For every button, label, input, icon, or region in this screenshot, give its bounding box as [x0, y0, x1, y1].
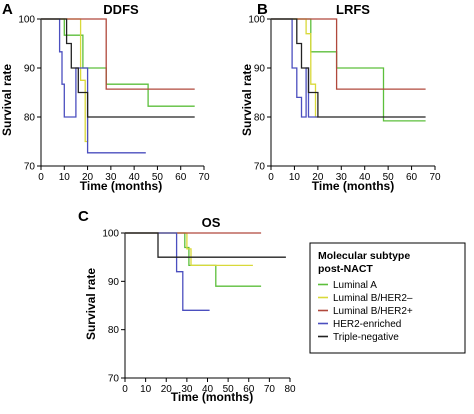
x-tick-label: 40	[359, 172, 371, 183]
y-axis-title: Survival rate	[84, 268, 98, 340]
series-triple-negative	[271, 18, 426, 118]
legend-box	[309, 242, 466, 354]
panel-lrfs: B LRFS Survival rate Time (months) 70 80 9…	[240, 1, 441, 193]
series-luminal-b-her2	[271, 18, 318, 118]
x-tick-label: 10	[59, 172, 71, 183]
panel-ddfs: A DDFS Survival rate Time (months) 70 80 9…	[0, 1, 210, 193]
y-axis-title: Survival rate	[240, 64, 254, 136]
legend-entries: Luminal A Luminal B/HER2– Luminal B/HER2+ H…	[318, 280, 413, 343]
chart-title: DDFS	[103, 2, 139, 17]
x-tick-label: 70	[198, 172, 210, 183]
x-tick-label: 20	[312, 172, 324, 183]
legend: Molecular subtype post-NACT Luminal ALum…	[309, 242, 466, 354]
x-tick-label: 50	[223, 384, 235, 395]
series-group	[41, 18, 195, 154]
x-tick-label: 20	[161, 384, 173, 395]
series-luminal-a	[125, 232, 262, 287]
x-tick-label: 0	[268, 172, 274, 183]
x-tick-label: 60	[243, 384, 255, 395]
series-group	[271, 18, 426, 122]
legend-label-luminal-b-her2: Luminal B/HER2+	[333, 306, 413, 317]
series-triple-negative	[125, 232, 286, 258]
x-axis-title: Time (months)	[171, 390, 253, 404]
y-tick-label: 80	[24, 113, 36, 124]
y-tick-label: 70	[254, 162, 266, 173]
x-tick-label: 30	[336, 172, 348, 183]
x-tick-label: 50	[383, 172, 395, 183]
x-tick-label: 60	[406, 172, 418, 183]
x-tick-label: 50	[152, 172, 164, 183]
y-tick-label: 80	[254, 113, 266, 124]
series-luminal-a	[271, 18, 426, 122]
x-axis-title: Time (months)	[80, 179, 162, 193]
legend-title-line-1: Molecular subtype	[318, 250, 410, 262]
axes: 70 80 90 100 0 10 20 30 40 50 60 70	[18, 15, 210, 184]
x-tick-label: 70	[264, 384, 276, 395]
series-triple-negative	[41, 18, 195, 118]
y-tick-label: 100	[18, 15, 35, 26]
x-axis-title: Time (months)	[312, 179, 394, 193]
axes: 70 80 90 100 0 10 20 30 40 50 60 70 80	[102, 229, 296, 396]
x-tick-label: 10	[289, 172, 301, 183]
series-luminal-a	[41, 18, 195, 107]
x-tick-label: 60	[175, 172, 187, 183]
x-tick-label: 70	[429, 172, 441, 183]
y-tick-label: 70	[24, 162, 36, 173]
y-tick-label: 100	[248, 15, 265, 26]
chart-title: OS	[202, 215, 221, 230]
x-tick-label: 80	[284, 384, 296, 395]
y-tick-label: 70	[108, 374, 120, 385]
series-luminal-b-her2	[41, 18, 195, 90]
x-tick-label: 30	[181, 384, 193, 395]
x-tick-label: 10	[140, 384, 152, 395]
y-tick-label: 90	[108, 277, 120, 288]
chart-title: LRFS	[336, 2, 370, 17]
x-tick-label: 0	[122, 384, 128, 395]
series-luminal-b-her2	[271, 18, 426, 90]
axes: 70 80 90 100 0 10 20 30 40 50 60 70	[248, 15, 441, 184]
legend-label-luminal-a: Luminal A	[333, 280, 377, 291]
x-tick-label: 30	[105, 172, 117, 183]
x-tick-label: 40	[202, 384, 214, 395]
legend-label-her2-enriched: HER2-enriched	[333, 319, 401, 330]
y-tick-label: 90	[254, 64, 266, 75]
x-tick-label: 40	[129, 172, 141, 183]
panel-letter: B	[257, 1, 268, 18]
series-her2-enriched	[41, 18, 146, 154]
y-tick-label: 100	[102, 229, 119, 240]
series-her2-enriched	[125, 232, 210, 311]
panel-letter: C	[78, 208, 89, 225]
y-tick-label: 80	[108, 325, 120, 336]
legend-label-triple-negative: Triple-negative	[333, 332, 399, 343]
x-tick-label: 20	[82, 172, 94, 183]
y-axis-title: Survival rate	[0, 64, 14, 136]
x-tick-label: 0	[38, 172, 44, 183]
legend-title-line-2: post-NACT	[318, 263, 373, 275]
series-group	[125, 232, 286, 311]
panel-os: C OS Survival rate Time (months) 70 80 90 1…	[78, 208, 296, 404]
legend-label-luminal-b-her2: Luminal B/HER2–	[333, 293, 413, 304]
panel-letter: A	[2, 1, 13, 18]
y-tick-label: 90	[24, 64, 36, 75]
